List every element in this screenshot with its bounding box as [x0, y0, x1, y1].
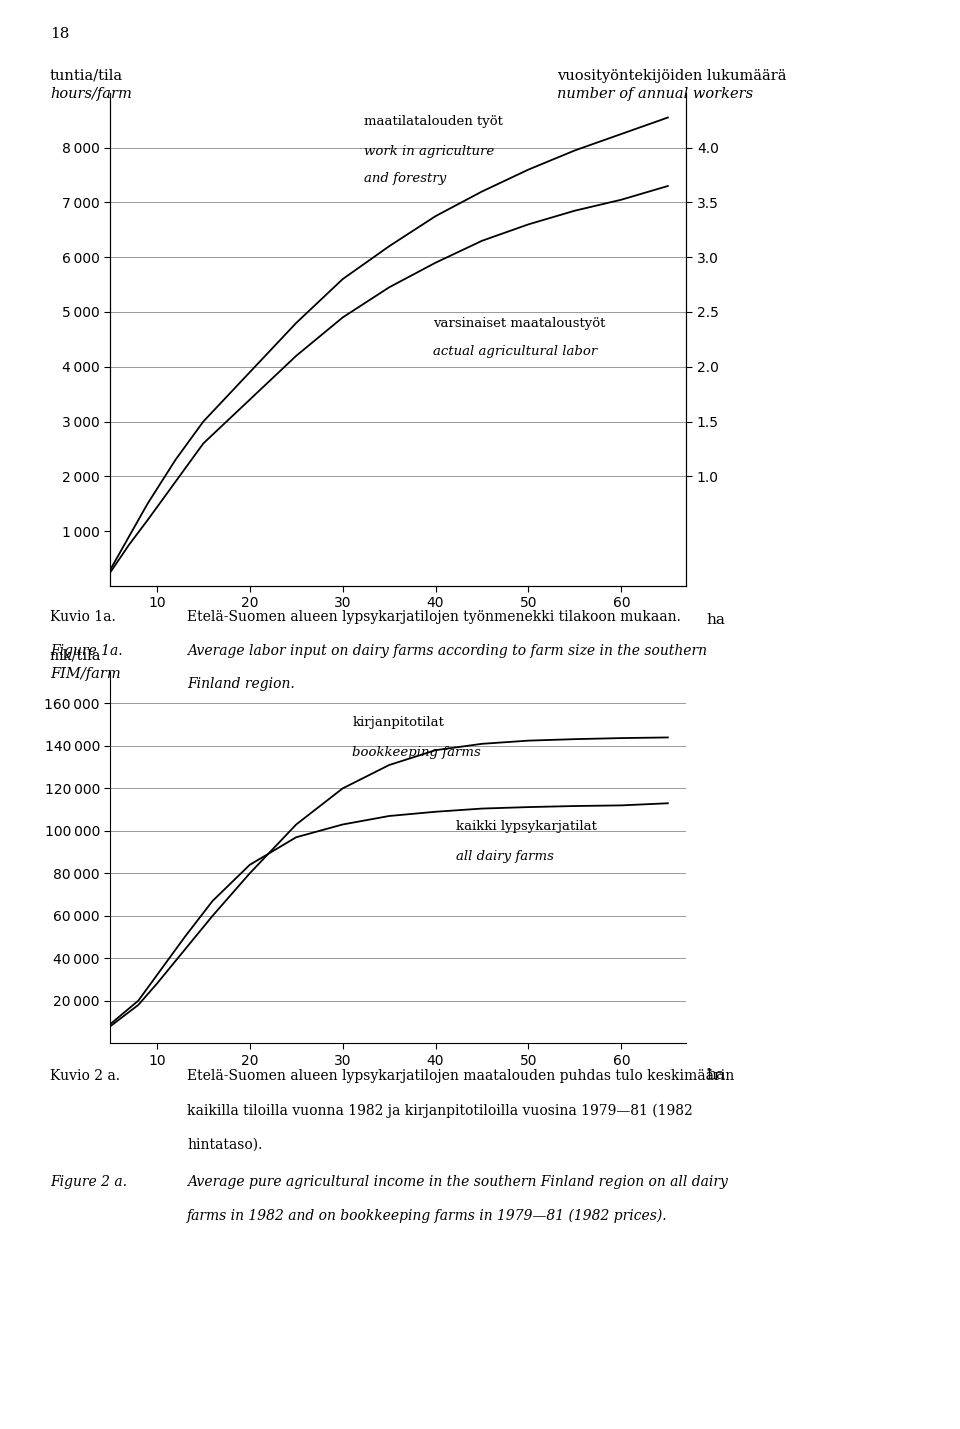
Text: actual agricultural labor: actual agricultural labor [433, 346, 597, 359]
Text: kaikilla tiloilla vuonna 1982 ja kirjanpitotiloilla vuosina 1979—81 (1982: kaikilla tiloilla vuonna 1982 ja kirjanp… [187, 1103, 693, 1117]
Text: Figure 1a.: Figure 1a. [50, 644, 123, 659]
Text: kirjanpitotilat: kirjanpitotilat [352, 716, 444, 729]
Text: ha: ha [707, 1069, 726, 1082]
Text: Etelä-Suomen alueen lypsykarjatilojen työnmenekki tilakoon mukaan.: Etelä-Suomen alueen lypsykarjatilojen ty… [187, 610, 681, 624]
Text: maatilatalouden työt: maatilatalouden työt [364, 116, 503, 129]
Text: hours/farm: hours/farm [50, 87, 132, 101]
Text: kaikki lypsykarjatilat: kaikki lypsykarjatilat [456, 820, 597, 833]
Text: all dairy farms: all dairy farms [456, 850, 554, 863]
Text: mk/tila: mk/tila [50, 649, 102, 663]
Text: hintataso).: hintataso). [187, 1137, 263, 1152]
Text: number of annual workers: number of annual workers [557, 87, 753, 101]
Text: varsinaiset maataloustyöt: varsinaiset maataloustyöt [433, 317, 606, 330]
Text: vuosityöntekijöiden lukumäärä: vuosityöntekijöiden lukumäärä [557, 69, 786, 83]
Text: Finland region.: Finland region. [187, 677, 295, 692]
Text: FIM/farm: FIM/farm [50, 667, 121, 682]
Text: 18: 18 [50, 27, 69, 41]
Text: farms in 1982 and on bookkeeping farms in 1979—81 (1982 prices).: farms in 1982 and on bookkeeping farms i… [187, 1209, 668, 1223]
Text: Figure 2 a.: Figure 2 a. [50, 1175, 127, 1189]
Text: tuntia/tila: tuntia/tila [50, 69, 123, 83]
Text: Average pure agricultural income in the southern Finland region on all dairy: Average pure agricultural income in the … [187, 1175, 728, 1189]
Text: and forestry: and forestry [364, 171, 446, 184]
Text: ha: ha [707, 613, 726, 627]
Text: Average labor input on dairy farms according to farm size in the southern: Average labor input on dairy farms accor… [187, 644, 708, 659]
Text: Kuvio 1a.: Kuvio 1a. [50, 610, 115, 624]
Text: bookkeeping farms: bookkeeping farms [352, 746, 481, 759]
Text: Etelä-Suomen alueen lypsykarjatilojen maatalouden puhdas tulo keskimäärin: Etelä-Suomen alueen lypsykarjatilojen ma… [187, 1069, 734, 1083]
Text: Kuvio 2 a.: Kuvio 2 a. [50, 1069, 120, 1083]
Text: work in agriculture: work in agriculture [364, 144, 494, 157]
